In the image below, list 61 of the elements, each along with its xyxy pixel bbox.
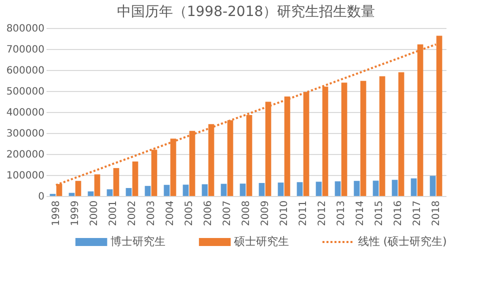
y-tick-label: 600000 bbox=[6, 66, 44, 76]
legend-label: 博士研究生 bbox=[110, 235, 166, 248]
bar bbox=[240, 184, 246, 196]
x-tick-label: 2006 bbox=[202, 200, 214, 226]
x-tick-label: 2013 bbox=[336, 200, 348, 226]
bar bbox=[106, 189, 113, 196]
bar bbox=[430, 176, 436, 196]
legend-label: 硕士研究生 bbox=[233, 235, 290, 248]
bar bbox=[410, 178, 417, 196]
bar bbox=[334, 181, 341, 196]
bar bbox=[360, 80, 366, 196]
bar bbox=[341, 82, 348, 196]
x-tick-label: 1999 bbox=[70, 200, 81, 226]
legend-label: 线性 (硕士研究生) bbox=[358, 235, 447, 248]
y-tick-label: 300000 bbox=[6, 128, 44, 140]
x-tick-label: 2011 bbox=[298, 200, 310, 226]
x-tick-label: 2005 bbox=[184, 200, 195, 226]
bar bbox=[392, 180, 398, 196]
bar bbox=[296, 182, 303, 196]
x-tick-label: 2007 bbox=[222, 200, 233, 226]
x-tick-label: 2016 bbox=[393, 200, 404, 226]
x-tick-label: 2014 bbox=[355, 200, 366, 226]
x-tick-label: 2018 bbox=[431, 200, 442, 226]
x-tick-label: 1998 bbox=[50, 200, 62, 226]
x-tick-label: 2008 bbox=[241, 200, 252, 226]
y-tick-label: 800000 bbox=[6, 24, 44, 34]
x-tick-label: 2010 bbox=[279, 200, 290, 226]
bar bbox=[379, 76, 386, 196]
x-tick-label: 2017 bbox=[412, 200, 424, 226]
x-tick-label: 2000 bbox=[88, 200, 100, 226]
bar bbox=[220, 184, 227, 196]
bar bbox=[278, 182, 284, 196]
bar bbox=[88, 191, 94, 196]
y-tick-label: 200000 bbox=[6, 150, 44, 160]
bar bbox=[258, 182, 265, 196]
y-tick-label: 700000 bbox=[6, 44, 44, 56]
bar bbox=[372, 180, 379, 196]
bar bbox=[398, 72, 404, 196]
bar bbox=[182, 184, 189, 196]
y-tick-label: 500000 bbox=[6, 86, 44, 98]
y-tick-label: 100000 bbox=[6, 170, 44, 182]
x-tick-label: 2004 bbox=[164, 200, 176, 226]
x-tick-label: 2003 bbox=[146, 200, 157, 226]
bar bbox=[354, 180, 360, 196]
bar bbox=[202, 184, 208, 196]
x-tick-label: 2009 bbox=[260, 200, 271, 226]
chart-title: 中国历年（1998-2018）研究生招生数量 bbox=[116, 4, 376, 20]
x-tick-label: 2015 bbox=[374, 200, 386, 226]
bar bbox=[316, 182, 322, 196]
x-tick-label: 2001 bbox=[108, 200, 119, 226]
bar bbox=[75, 180, 82, 196]
bar bbox=[94, 174, 100, 196]
y-tick-label: 400000 bbox=[6, 108, 44, 118]
bar bbox=[126, 188, 132, 196]
y-tick-label: 0 bbox=[38, 192, 44, 202]
bar bbox=[132, 162, 138, 196]
bar bbox=[144, 186, 151, 196]
x-tick-label: 2012 bbox=[317, 200, 328, 226]
x-tick-label: 2002 bbox=[126, 200, 138, 226]
bar bbox=[164, 184, 170, 196]
bar bbox=[113, 168, 120, 196]
